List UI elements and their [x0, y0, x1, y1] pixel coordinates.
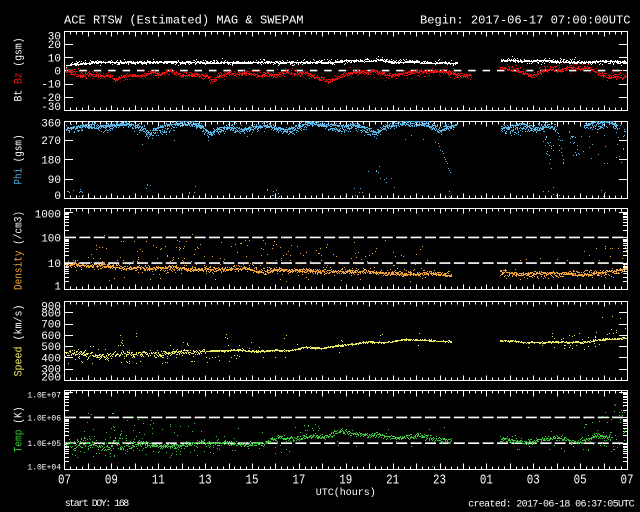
- svg-text:Temp (K): Temp (K): [13, 407, 25, 453]
- svg-text:1.0E+07: 1.0E+07: [27, 391, 61, 400]
- svg-text:start DOY: 168: start DOY: 168: [65, 499, 130, 510]
- svg-text:Bt Bz (gsm): Bt Bz (gsm): [13, 38, 25, 102]
- svg-text:1000: 1000: [35, 210, 61, 222]
- svg-text:Phi (gsm): Phi (gsm): [13, 135, 25, 185]
- svg-text:360: 360: [41, 119, 61, 131]
- svg-text:-20: -20: [41, 93, 61, 105]
- svg-text:400: 400: [41, 353, 61, 365]
- svg-text:270: 270: [41, 136, 61, 148]
- svg-text:Begin: 2017-06-17 07:00:00UTC: Begin: 2017-06-17 07:00:00UTC: [420, 14, 630, 28]
- svg-text:300: 300: [41, 365, 61, 377]
- svg-text:05: 05: [574, 473, 587, 489]
- svg-text:23: 23: [433, 473, 446, 489]
- svg-text:Speed (km/s): Speed (km/s): [13, 305, 25, 377]
- svg-text:03: 03: [527, 473, 540, 489]
- svg-text:-30: -30: [41, 102, 61, 114]
- svg-text:13: 13: [199, 473, 212, 489]
- svg-text:-10: -10: [41, 80, 61, 92]
- svg-text:10: 10: [48, 259, 61, 271]
- svg-text:30: 30: [48, 31, 61, 43]
- svg-text:11: 11: [152, 473, 165, 489]
- svg-text:0: 0: [54, 191, 61, 203]
- svg-text:ACE RTSW (Estimated) MAG & SWE: ACE RTSW (Estimated) MAG & SWEPAM: [64, 14, 304, 28]
- svg-text:600: 600: [41, 331, 61, 343]
- svg-text:1.0E+04: 1.0E+04: [27, 463, 61, 472]
- svg-text:1: 1: [54, 281, 61, 293]
- svg-text:07: 07: [58, 473, 71, 489]
- svg-text:1.0E+05: 1.0E+05: [27, 440, 61, 449]
- svg-text:07: 07: [621, 473, 634, 489]
- svg-text:20: 20: [48, 40, 61, 52]
- svg-text:1.0E+06: 1.0E+06: [27, 414, 61, 423]
- svg-text:created: 2017-06-18 06:37:05UT: created: 2017-06-18 06:37:05UTC: [468, 499, 635, 511]
- svg-text:0: 0: [54, 67, 61, 79]
- svg-text:09: 09: [105, 473, 118, 489]
- svg-text:Density (/cm3): Density (/cm3): [13, 211, 25, 290]
- svg-text:15: 15: [246, 473, 259, 489]
- svg-text:01: 01: [480, 473, 493, 489]
- svg-text:900: 900: [41, 302, 61, 314]
- svg-text:700: 700: [41, 320, 61, 332]
- svg-text:17: 17: [292, 473, 305, 489]
- svg-text:500: 500: [41, 342, 61, 354]
- svg-text:19: 19: [339, 473, 352, 489]
- svg-text:10: 10: [48, 53, 61, 65]
- svg-text:180: 180: [41, 156, 61, 168]
- svg-text:800: 800: [41, 308, 61, 320]
- svg-text:200: 200: [41, 372, 61, 384]
- svg-text:21: 21: [386, 473, 399, 489]
- svg-text:100: 100: [41, 233, 61, 245]
- svg-text:90: 90: [48, 175, 61, 187]
- svg-text:UTC(hours): UTC(hours): [316, 487, 376, 499]
